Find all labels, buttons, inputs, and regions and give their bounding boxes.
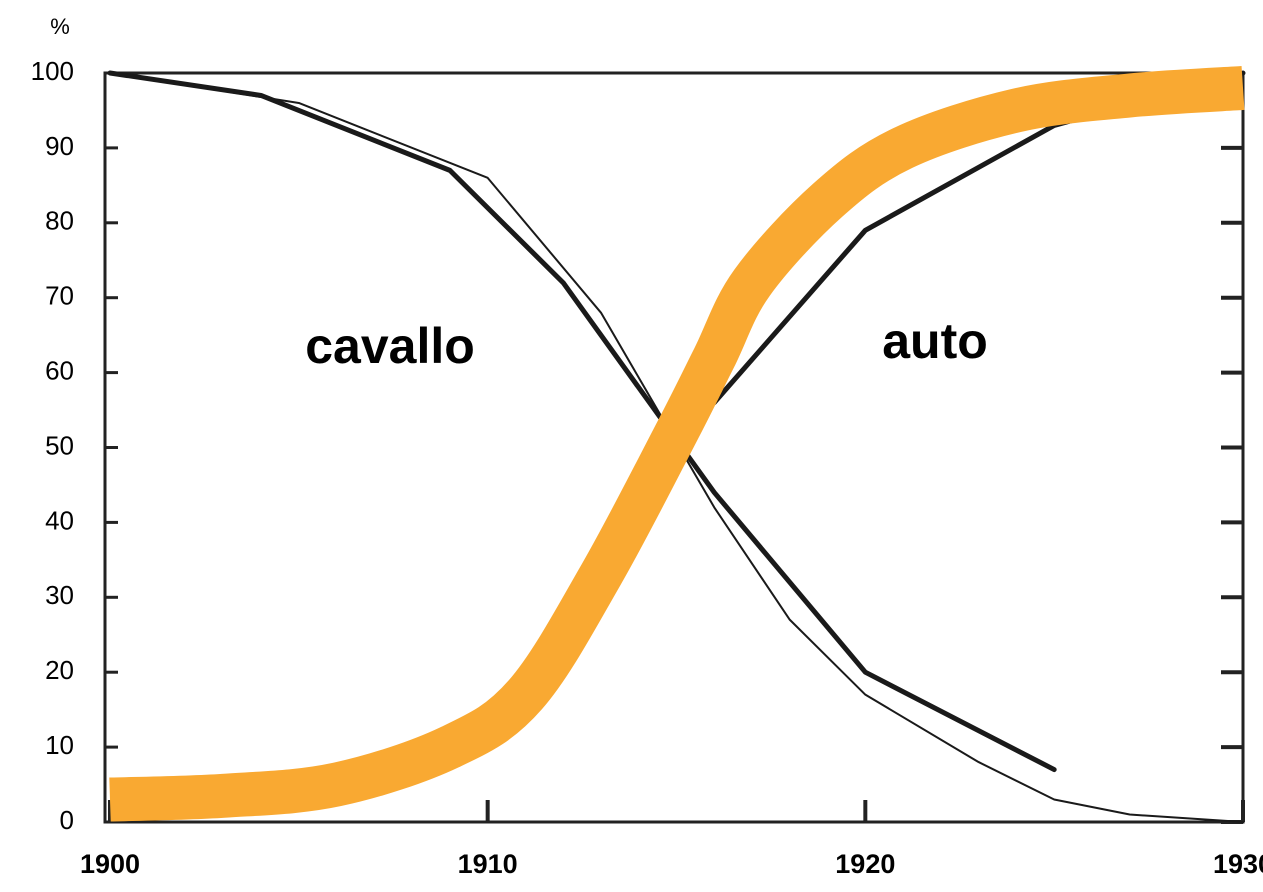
y-tick-label: 30 <box>45 580 74 610</box>
y-tick-label: 20 <box>45 655 74 685</box>
y-tick-label: 40 <box>45 505 74 535</box>
y-tick-label: 60 <box>45 355 74 385</box>
y-tick-label: 80 <box>45 206 74 236</box>
y-tick-label: 10 <box>45 730 74 760</box>
series-label: auto <box>882 313 988 369</box>
label-box <box>250 275 530 425</box>
x-tick-label: 1900 <box>80 849 140 879</box>
x-tick-label: 1910 <box>458 849 518 879</box>
y-unit: % <box>50 14 70 39</box>
series-label: cavallo <box>305 318 475 374</box>
y-tick-label: 90 <box>45 131 74 161</box>
y-tick-label: 70 <box>45 281 74 311</box>
x-tick-label: 1920 <box>835 849 895 879</box>
label-box <box>845 290 1025 400</box>
y-tick-label: 50 <box>45 430 74 460</box>
x-tick-label: 1930 <box>1213 849 1263 879</box>
series-line <box>109 72 1244 823</box>
series-line <box>107 70 1057 773</box>
y-tick-label: 100 <box>31 56 74 86</box>
y-tick-label: 0 <box>60 805 74 835</box>
series-line <box>109 66 1245 822</box>
